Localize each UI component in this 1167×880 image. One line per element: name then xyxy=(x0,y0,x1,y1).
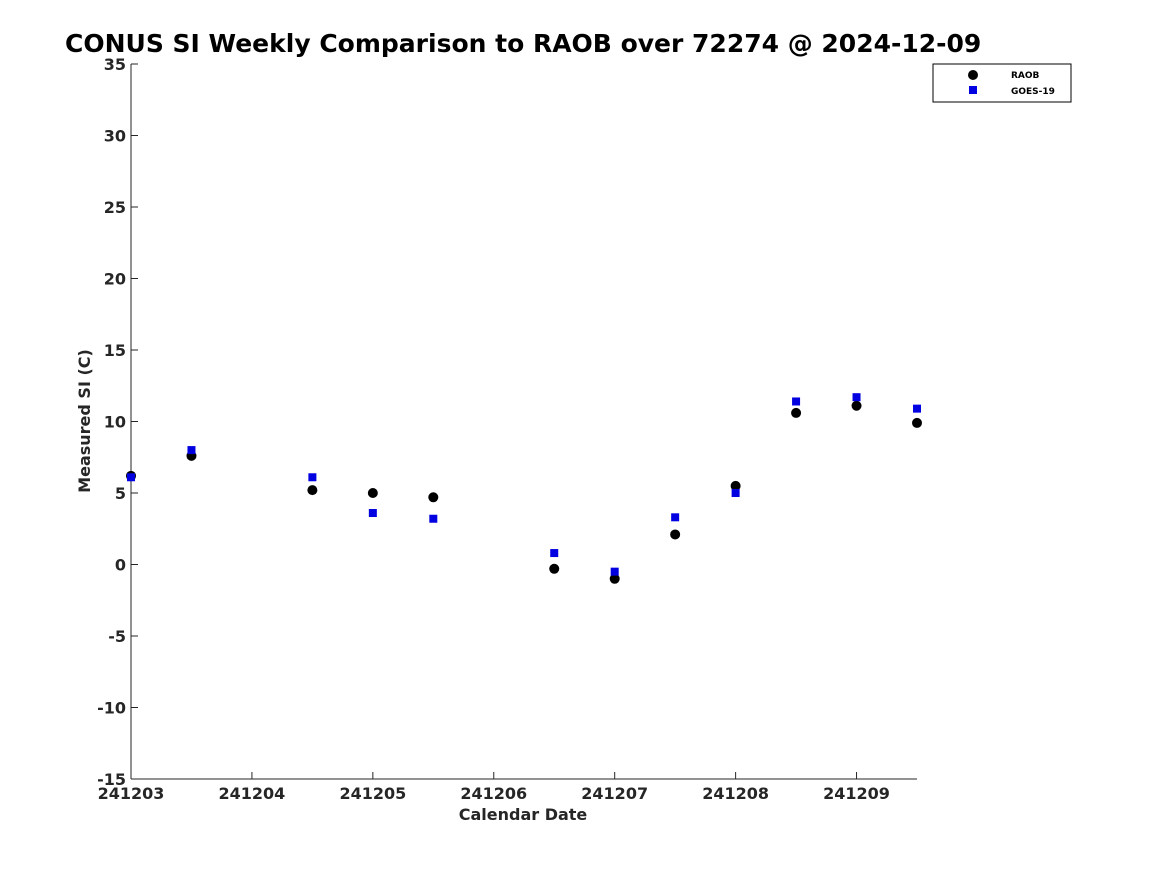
y-axis-label: Measured SI (C) xyxy=(75,349,94,493)
raob-point xyxy=(851,400,862,411)
y-tick-label: 0 xyxy=(115,556,126,575)
x-tick-label: 241205 xyxy=(339,784,406,803)
y-tick-label: 5 xyxy=(115,484,126,503)
raob-point xyxy=(549,563,560,574)
goes19-point xyxy=(429,514,438,523)
raob-point xyxy=(791,407,802,418)
axes xyxy=(130,64,917,780)
goes19-point xyxy=(731,489,740,497)
goes19-point xyxy=(671,513,680,522)
goes19-point xyxy=(792,397,801,406)
legend-goes-label: GOES-19 xyxy=(1011,87,1055,97)
x-tick-label: 241207 xyxy=(581,784,648,803)
legend-raob-marker xyxy=(968,70,978,80)
y-tick-label: -15 xyxy=(97,770,126,789)
raob-point xyxy=(912,417,922,428)
x-tick-label: 241209 xyxy=(823,784,890,803)
legend: RAOB GOES-19 xyxy=(932,63,1072,103)
raob-point xyxy=(428,492,439,503)
y-tick-label: 15 xyxy=(104,341,126,360)
goes19-point xyxy=(852,393,861,402)
y-tick-label: 35 xyxy=(104,55,126,74)
legend-raob-label: RAOB xyxy=(1011,71,1040,81)
y-tick-label: 25 xyxy=(104,198,126,217)
legend-goes-marker xyxy=(969,86,977,94)
y-ticks: -15 -10 -5 0 5 10 15 20 25 30 35 xyxy=(97,55,138,789)
x-tick-label: 241204 xyxy=(219,784,286,803)
y-tick-label: -10 xyxy=(97,699,126,718)
goes19-point xyxy=(913,404,921,413)
raob-point xyxy=(730,480,741,491)
y-tick-label: 30 xyxy=(104,127,126,146)
goes19-point xyxy=(610,567,619,576)
x-axis-label: Calendar Date xyxy=(459,805,588,824)
x-tick-label: 241208 xyxy=(702,784,769,803)
raob-point xyxy=(367,488,378,498)
x-tick-label: 241206 xyxy=(460,784,527,803)
goes19-point xyxy=(127,473,135,482)
y-tick-label: -5 xyxy=(108,627,126,646)
goes19-point xyxy=(368,509,377,518)
raob-point xyxy=(307,485,318,496)
x-tick-label: 241203 xyxy=(98,784,165,803)
y-tick-label: 20 xyxy=(104,270,126,289)
goes19-point xyxy=(308,473,317,482)
raob-point xyxy=(670,529,681,540)
data-points xyxy=(126,393,922,584)
goes19-point xyxy=(187,446,196,455)
x-ticks: 241203 241204 241205 241206 241207 241208 2412… xyxy=(98,772,890,803)
raob-point xyxy=(609,573,620,584)
legend-box xyxy=(932,63,1072,103)
chart-title: CONUS SI Weekly Comparison to RAOB over … xyxy=(65,29,981,58)
goes19-point xyxy=(550,549,559,558)
y-tick-label: 10 xyxy=(104,413,126,432)
